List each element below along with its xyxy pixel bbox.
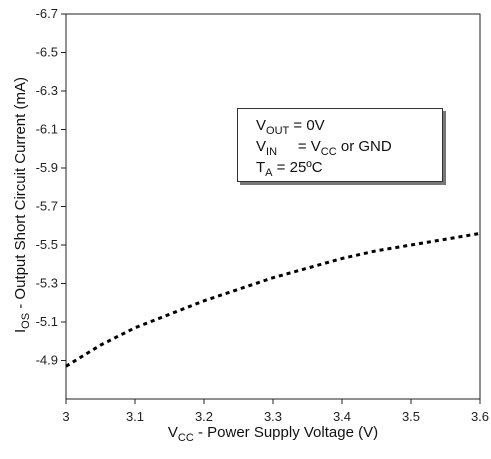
y-axis-ticks: -4.9 -5.1 -5.3 -5.5 -5.7 -5.9 -6.1 -6.3 -6.5 -6.7 [36,6,66,368]
data-series [65,231,481,368]
y-tick-label: -6.3 [36,83,58,98]
y-axis-label: IOS - Output Short Circuit Current (mA) [12,77,32,333]
y-tick-label: -5.7 [36,199,58,214]
y-tick-label: -5.3 [36,276,58,291]
series-line [65,231,481,368]
y-tick-label: -6.5 [36,45,58,60]
x-tick-label: 3.5 [402,409,420,424]
y-tick-label: -6.7 [36,6,58,21]
x-axis-label: VCC - Power Supply Voltage (V) [167,424,379,444]
conditions-annotation: VOUT = 0V VIN = VCC or GND TA = 25ºC [237,108,443,182]
x-tick-label: 3.1 [126,409,144,424]
annotation-vin: VIN = VCC or GND [256,138,392,158]
x-axis-ticks: 3 3.1 3.2 3.3 3.4 3.5 3.6 [62,399,489,424]
y-tick-label: -5.5 [36,237,58,252]
x-tick-label: 3.6 [471,409,489,424]
x-tick-label: 3.3 [264,409,282,424]
plot-frame [65,13,481,400]
y-tick-label: -4.9 [36,353,58,368]
annotation-ta: TA = 25ºC [256,159,323,179]
y-tick-label: -5.9 [36,160,58,175]
x-tick-label: 3.4 [333,409,351,424]
x-tick-label: 3.2 [195,409,213,424]
y-tick-label: -5.1 [36,314,58,329]
x-tick-label: 3 [62,409,69,424]
annotation-vout: VOUT = 0V [256,117,325,137]
y-tick-label: -6.1 [36,122,58,137]
